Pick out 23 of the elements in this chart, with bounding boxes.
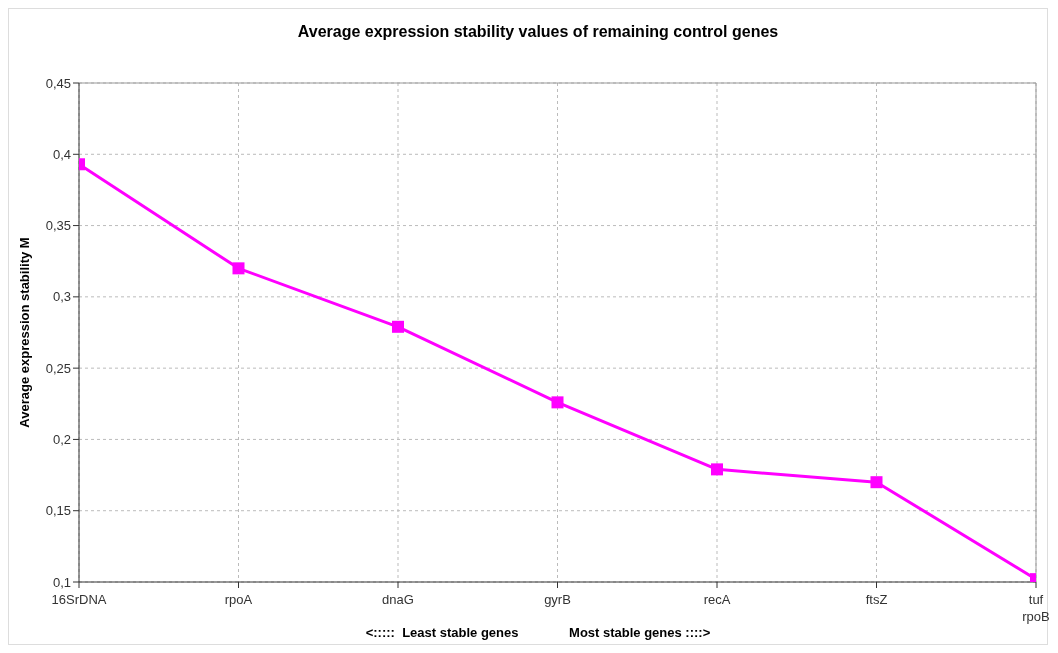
- y-tick-label: 0,35: [45, 218, 71, 234]
- x-tick-label: dnaG: [382, 592, 414, 607]
- point: [551, 396, 564, 409]
- x-tick-label: ftsZ: [865, 592, 888, 607]
- x-tick-label: gyrB: [544, 592, 571, 607]
- y-tick-label: 0,45: [45, 75, 71, 91]
- y-tick-label: 0,2: [52, 432, 71, 448]
- point: [870, 476, 883, 489]
- point: [711, 463, 723, 476]
- x-tick-label: rpoA: [224, 592, 253, 607]
- point: [392, 320, 404, 333]
- y-tick-label: 0,1: [52, 574, 71, 590]
- point: [232, 262, 245, 275]
- y-tick-label: 0,25: [45, 360, 71, 376]
- y-tick-label: 0,15: [45, 503, 71, 519]
- y-axis-title: Average expression stability M: [16, 237, 32, 428]
- y-tick-label: 0,4: [52, 146, 71, 162]
- x-tick-label: 16SrDNA: [51, 592, 107, 607]
- y-tick-label: 0,3: [52, 289, 71, 305]
- x-tick-label: tuf rpoB: [1022, 592, 1050, 624]
- x-tick-label: recA: [703, 592, 731, 607]
- x-axis-title: <::::: Least stable genes Most stable genes ::::>: [364, 625, 712, 640]
- chart-title: Average expression stability values of remaining control genes: [296, 23, 780, 41]
